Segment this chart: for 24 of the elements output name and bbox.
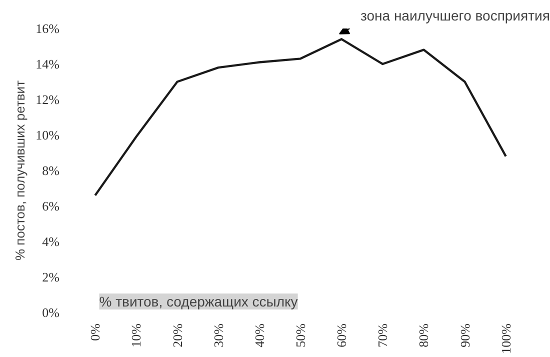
y-tick-label: 4% (42, 234, 60, 249)
x-tick-label: 50% (293, 323, 308, 348)
y-tick-label: 12% (36, 92, 60, 107)
x-tick-label: 100% (498, 323, 514, 354)
x-tick-label: 40% (252, 323, 267, 348)
x-tick-label: 30% (210, 323, 226, 348)
x-tick-label: 80% (416, 323, 432, 348)
x-tick-label: 10% (128, 323, 144, 348)
y-tick-label: 0% (42, 305, 60, 320)
y-axis-title: % постов, получивших ретвит (12, 80, 28, 261)
x-tick-label: 70% (375, 323, 390, 348)
line-series (94, 38, 507, 196)
x-tick-label: 20% (170, 323, 185, 348)
y-tick-label: 14% (36, 56, 60, 72)
x-tick-label: 60% (334, 323, 350, 348)
x-tick-label: 90% (457, 323, 472, 348)
y-tick-label: 6% (42, 198, 60, 214)
y-tick-label: 2% (42, 270, 60, 284)
y-tick-label: 10% (36, 128, 60, 142)
y-tick-label: 8% (42, 163, 60, 178)
x-axis-title: % твитов, содержащих ссылку (99, 294, 298, 310)
annotation: зона наилучшего восприятия (360, 8, 550, 24)
x-tick-label: 0% (88, 323, 103, 341)
y-tick-label: 16% (36, 21, 60, 36)
